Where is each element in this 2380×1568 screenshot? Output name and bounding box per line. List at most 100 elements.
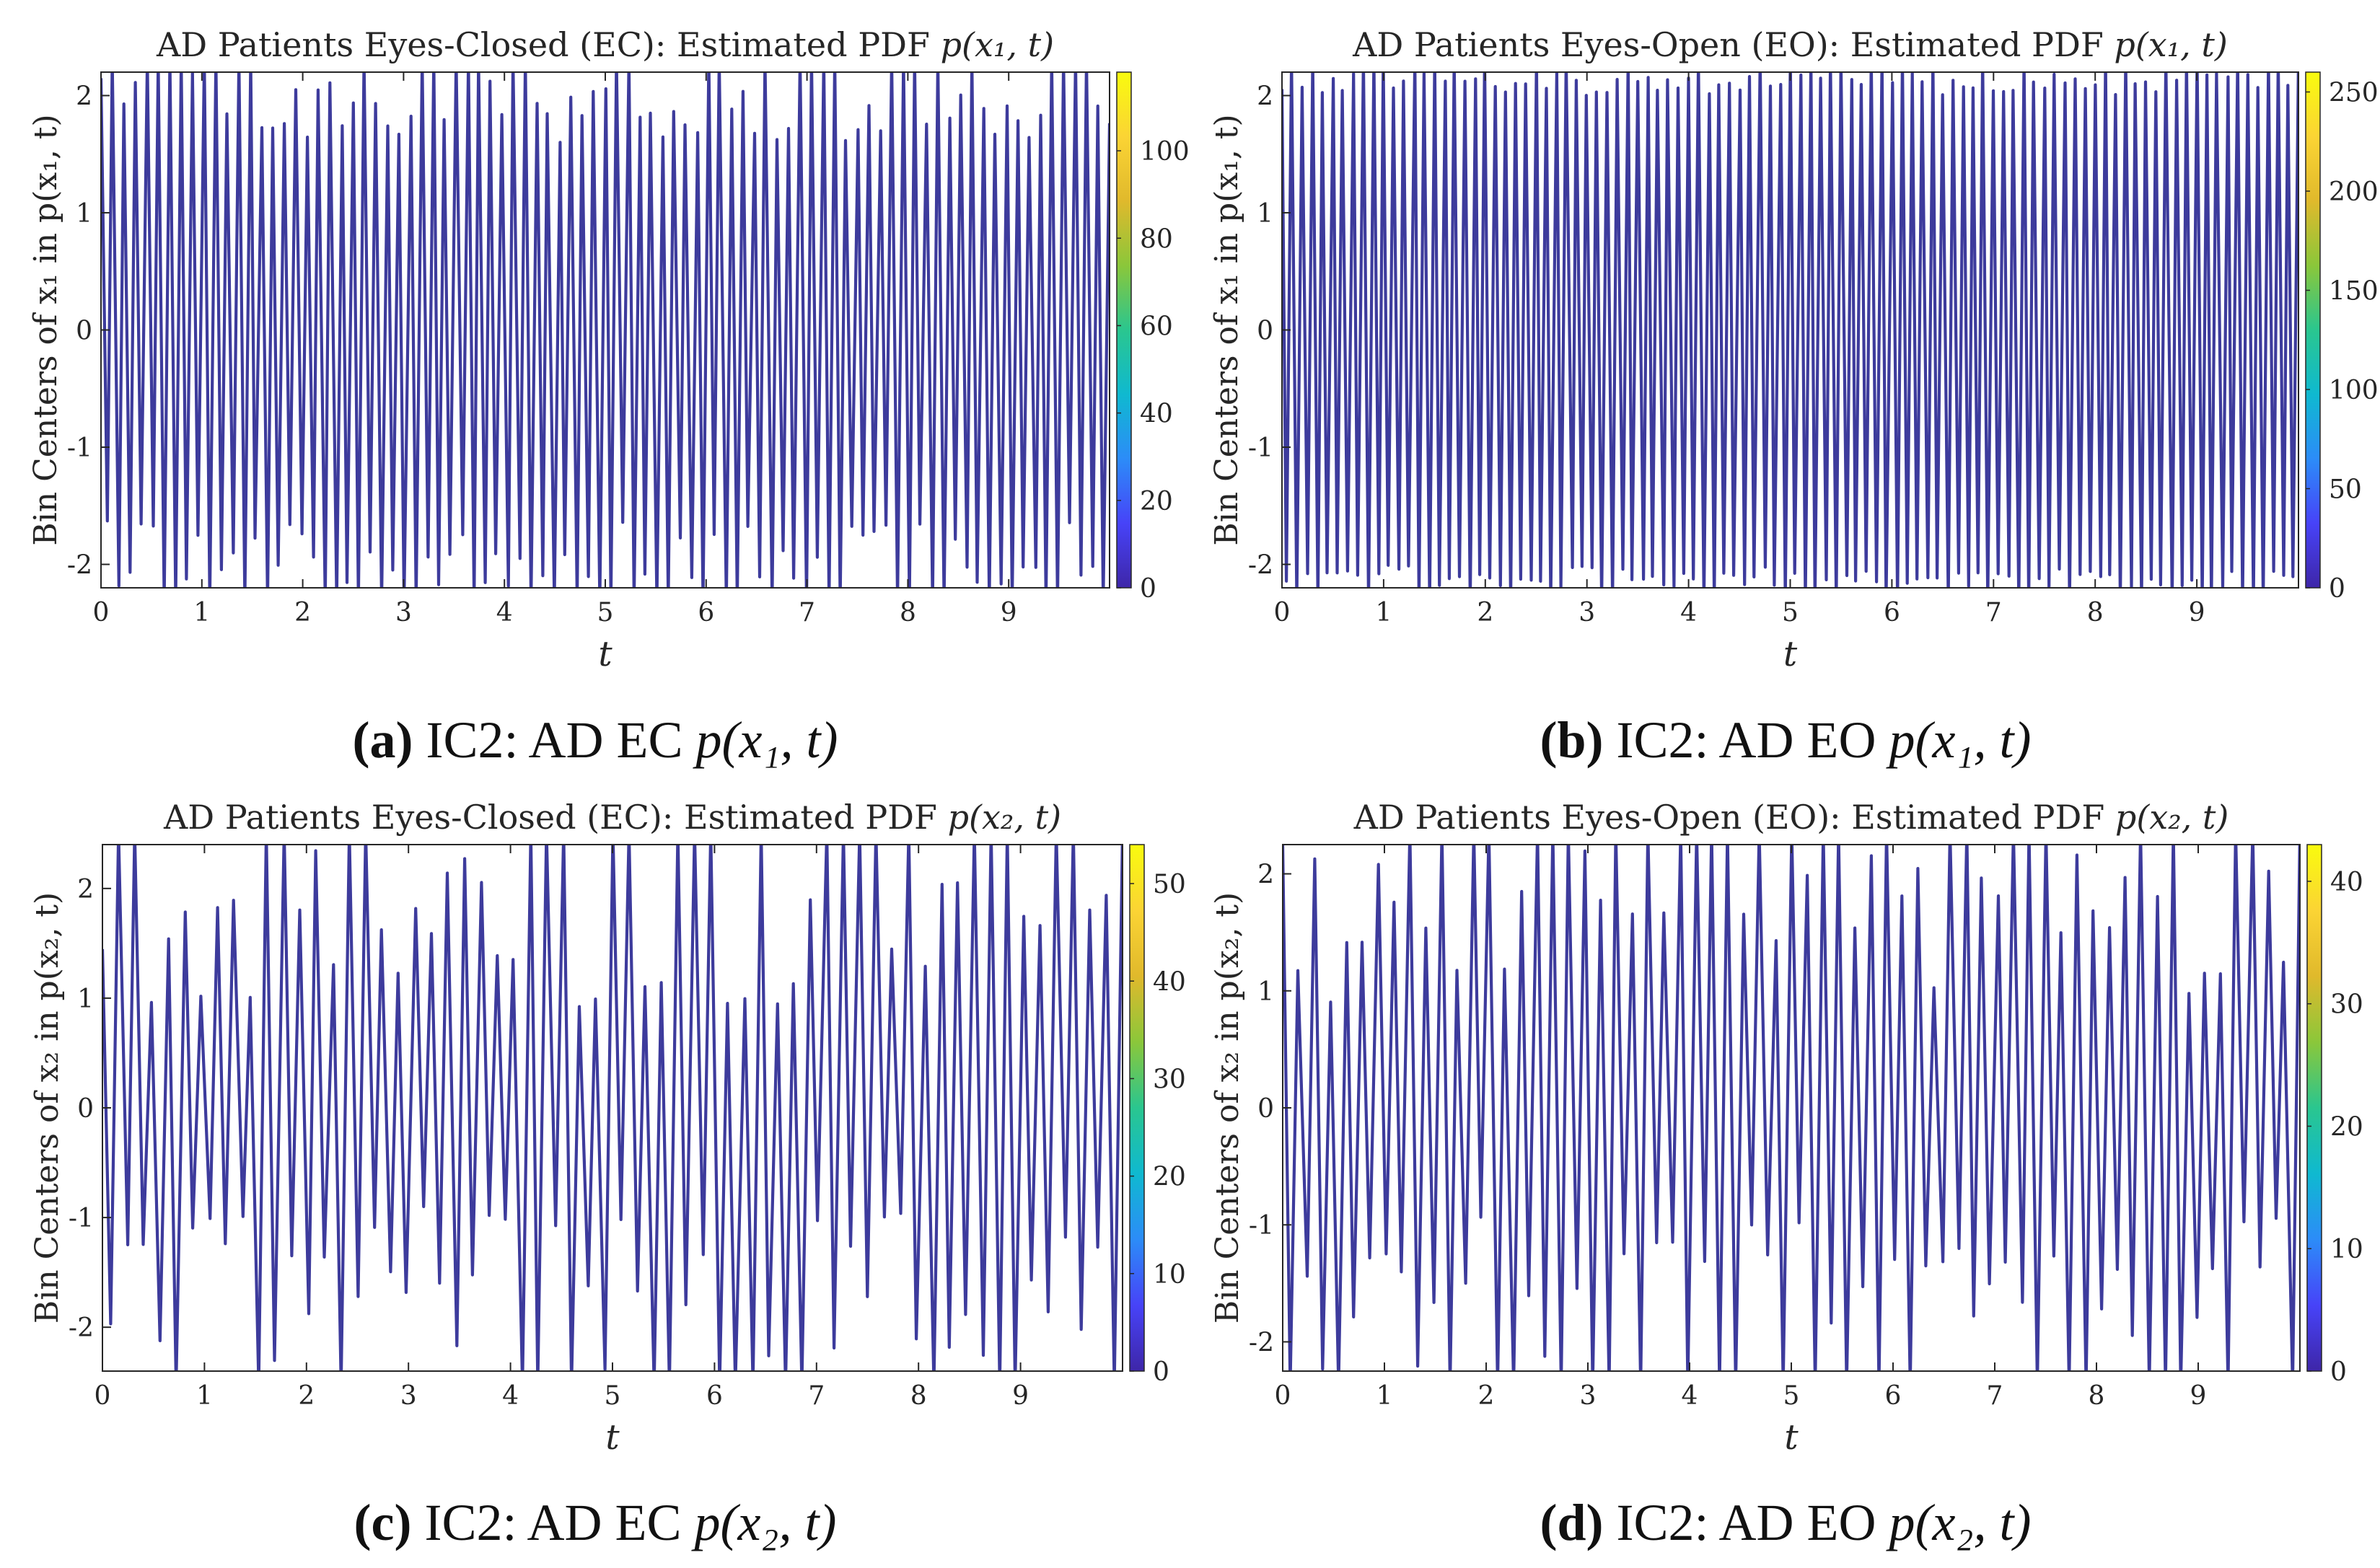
colorbar-tick-label: 20: [2330, 1112, 2363, 1142]
x-tick-label: 2: [1477, 598, 1493, 627]
y-tick-label: -1: [1248, 433, 1273, 463]
x-tick-label: 9: [2190, 1381, 2207, 1411]
y-tick-label: 1: [1257, 977, 1274, 1007]
caption-b-math: p(x₁, t): [1889, 711, 2032, 769]
x-tick-label: 9: [2189, 598, 2205, 627]
caption-a-tag: (a): [352, 711, 413, 769]
chart-title-main: AD Patients Eyes-Open (EO): Estimated PD…: [1353, 798, 2115, 837]
x-axis-label: t: [598, 634, 612, 674]
x-tick-label: 1: [193, 598, 210, 627]
y-tick-label: 0: [77, 1094, 94, 1124]
caption-a-text: IC2: AD EC: [426, 711, 683, 769]
chart-title: AD Patients Eyes-Open (EO): Estimated PD…: [1353, 798, 2229, 837]
chart-title-main: AD Patients Eyes-Closed (EC): Estimated …: [156, 25, 941, 64]
colorbar-tick-label: 40: [1140, 400, 1173, 429]
chart-title-math: p(x₁, t): [2114, 25, 2227, 64]
x-axis-label: t: [1784, 1417, 1799, 1458]
chart-panel-b: AD Patients Eyes-Open (EO): Estimated PD…: [1190, 0, 2380, 786]
caption-b-tag: (b): [1540, 711, 1604, 769]
x-tick-label: 4: [502, 1381, 519, 1411]
x-tick-label: 0: [1275, 1381, 1291, 1411]
y-tick-label: 2: [76, 82, 92, 112]
y-axis-label: Bin Centers of x₁ in p(x₁, t): [27, 114, 64, 545]
caption-d-text: IC2: AD EO: [1616, 1494, 1876, 1551]
y-tick-label: -2: [1249, 1328, 1274, 1357]
colorbar-tick-label: 10: [1153, 1260, 1186, 1290]
x-tick-label: 9: [1001, 598, 1017, 627]
colorbar-tick-label: 40: [2330, 868, 2363, 897]
chart-d: AD Patients Eyes-Open (EO): Estimated PD…: [1209, 798, 2363, 1458]
x-tick-label: 7: [1985, 598, 2002, 627]
x-tick-label: 4: [1680, 598, 1697, 627]
x-tick-label: 8: [2089, 1381, 2105, 1411]
caption-d-tag: (d): [1540, 1494, 1604, 1551]
caption-c: (c) IC2: AD EC p(x₂, t): [216, 1493, 974, 1553]
x-axis-label: t: [1783, 634, 1798, 674]
colorbar-tick-label: 40: [1153, 967, 1186, 997]
caption-c-tag: (c): [354, 1494, 412, 1551]
x-tick-label: 5: [1782, 598, 1799, 627]
x-tick-label: 5: [605, 1381, 621, 1411]
colorbar: [1116, 71, 1132, 589]
x-tick-label: 6: [1884, 598, 1900, 627]
caption-d: (d) IC2: AD EO p(x₂, t): [1407, 1493, 2164, 1553]
y-tick-label: -2: [67, 551, 92, 581]
y-tick-label: 1: [76, 199, 92, 229]
colorbar-tick-label: 0: [2330, 1357, 2347, 1387]
y-axis-label: Bin Centers of x₁ in p(x₁, t): [1208, 114, 1245, 545]
colorbar: [2306, 844, 2322, 1372]
x-tick-label: 7: [799, 598, 815, 627]
y-tick-label: 0: [1257, 1094, 1274, 1124]
chart-panel-d: AD Patients Eyes-Open (EO): Estimated PD…: [1190, 783, 2380, 1568]
caption-a-math: p(x₁, t): [695, 711, 838, 769]
chart-panel-a: AD Patients Eyes-Closed (EC): Estimated …: [0, 0, 1190, 786]
colorbar-tick-label: 20: [1153, 1163, 1186, 1192]
x-tick-label: 8: [900, 598, 916, 627]
signal-line: [1283, 845, 2300, 1371]
colorbar-tick-label: 250: [2329, 79, 2379, 108]
colorbar-tick-label: 0: [1140, 574, 1156, 604]
signal-line: [1282, 72, 2298, 588]
y-axis-label: Bin Centers of x₂ in p(x₂, t): [29, 892, 66, 1323]
chart-b: AD Patients Eyes-Open (EO): Estimated PD…: [1208, 25, 2379, 674]
y-tick-label: 2: [77, 875, 94, 904]
x-tick-label: 3: [1580, 1381, 1597, 1411]
x-tick-label: 7: [1987, 1381, 2003, 1411]
y-tick-label: 0: [1257, 317, 1273, 346]
y-tick-label: -2: [69, 1313, 94, 1343]
chart-title-math: p(x₂, t): [948, 798, 1061, 837]
x-tick-label: 1: [1375, 598, 1392, 627]
chart-title-math: p(x₂, t): [2115, 798, 2228, 837]
x-tick-label: 1: [196, 1381, 213, 1411]
chart-title-main: AD Patients Eyes-Open (EO): Estimated PD…: [1352, 25, 2114, 64]
chart-title-math: p(x₁, t): [941, 25, 1054, 64]
x-tick-label: 8: [910, 1381, 927, 1411]
colorbar-tick-label: 50: [1153, 870, 1186, 899]
signal-line: [102, 845, 1123, 1371]
x-tick-label: 6: [706, 1381, 723, 1411]
caption-b-text: IC2: AD EO: [1616, 711, 1876, 769]
caption-d-math: p(x₂, t): [1889, 1494, 2032, 1551]
x-tick-label: 6: [698, 598, 714, 627]
colorbar-tick-label: 200: [2329, 177, 2379, 207]
chart-a: AD Patients Eyes-Closed (EC): Estimated …: [27, 25, 1190, 674]
x-tick-label: 0: [93, 598, 110, 627]
x-tick-label: 4: [496, 598, 513, 627]
caption-a: (a) IC2: AD EC p(x₁, t): [216, 710, 974, 770]
x-tick-label: 1: [1376, 1381, 1393, 1411]
y-tick-label: 2: [1257, 82, 1273, 112]
x-tick-label: 7: [808, 1381, 825, 1411]
chart-panel-c: AD Patients Eyes-Closed (EC): Estimated …: [0, 783, 1190, 1568]
chart-title-main: AD Patients Eyes-Closed (EC): Estimated …: [163, 798, 948, 837]
chart-title: AD Patients Eyes-Closed (EC): Estimated …: [163, 798, 1061, 837]
x-tick-label: 2: [298, 1381, 315, 1411]
caption-c-text: IC2: AD EC: [424, 1494, 682, 1551]
x-tick-label: 8: [2087, 598, 2104, 627]
chart-c: AD Patients Eyes-Closed (EC): Estimated …: [29, 798, 1186, 1458]
x-tick-label: 9: [1012, 1381, 1029, 1411]
colorbar: [1129, 844, 1145, 1372]
chart-title: AD Patients Eyes-Closed (EC): Estimated …: [156, 25, 1054, 64]
signal-line: [101, 72, 1110, 588]
colorbar-tick-label: 0: [2329, 574, 2345, 604]
colorbar-tick-label: 10: [2330, 1235, 2363, 1264]
